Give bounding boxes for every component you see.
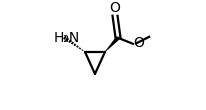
Text: H₂N: H₂N xyxy=(54,31,80,45)
Polygon shape xyxy=(105,36,120,52)
Text: O: O xyxy=(110,1,121,15)
Text: O: O xyxy=(133,36,144,50)
